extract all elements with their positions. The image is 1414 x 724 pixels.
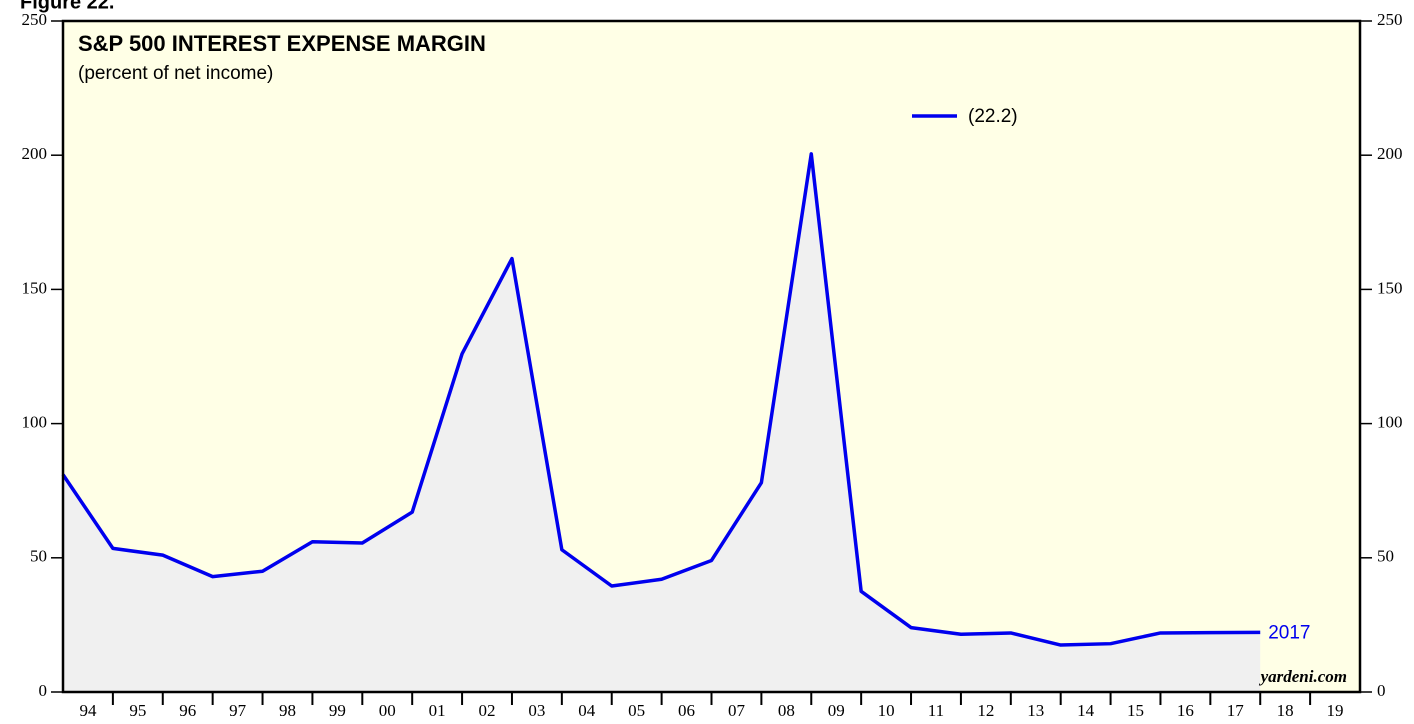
legend-label: (22.2): [968, 106, 1018, 127]
x-tick-label: 10: [878, 701, 895, 719]
y2-tick-label: 250: [1377, 10, 1403, 29]
x-tick-label: 95: [129, 701, 146, 719]
source: yardeni.com: [1259, 667, 1347, 686]
y-tick-label: 150: [22, 278, 48, 297]
y-tick-label: 0: [39, 681, 48, 700]
x-tick-label: 99: [329, 701, 346, 719]
layer: [61, 152, 1261, 692]
chart-title: S&P 500 INTEREST EXPENSE MARGIN: [78, 31, 486, 56]
figure-label: Figure 22.: [20, 0, 114, 13]
x-tick-label: 14: [1077, 701, 1095, 719]
y-tick-label: 200: [22, 144, 48, 163]
area: [63, 153, 1261, 692]
x-tick-label: 02: [479, 701, 496, 719]
x-tick-label: 07: [728, 701, 746, 719]
y-tick-label: 50: [30, 547, 47, 566]
y2-tick-label: 50: [1377, 547, 1394, 566]
x-tick-label: 16: [1177, 701, 1194, 719]
x-tick-label: 11: [928, 701, 944, 719]
x-tick-label: 96: [179, 701, 196, 719]
x-tick-label: 15: [1127, 701, 1144, 719]
x-tick-label: 97: [229, 701, 247, 719]
line: [61, 152, 1261, 647]
y2-tick-label: 200: [1377, 144, 1403, 163]
y-tick-label: 250: [22, 10, 48, 29]
y2-tick-label: 100: [1377, 413, 1403, 432]
x-tick-label: 13: [1027, 701, 1044, 719]
chart-subtitle: (percent of net income): [78, 63, 273, 84]
x-tick-label: 18: [1277, 701, 1294, 719]
x-tick-label: 04: [578, 701, 596, 719]
y-tick-label: 100: [22, 413, 48, 432]
x-tick-label: 01: [429, 701, 446, 719]
x-tick-label: 00: [379, 701, 396, 719]
x-tick-label: 17: [1227, 701, 1245, 719]
x-tick-label: 08: [778, 701, 795, 719]
x-tick-label: 03: [528, 701, 545, 719]
y2-tick-label: 150: [1377, 278, 1403, 297]
x-tick-label: 09: [828, 701, 845, 719]
x-tick-label: 06: [678, 701, 695, 719]
annotation: 2017: [1268, 622, 1310, 643]
y2-tick-label: 0: [1377, 681, 1386, 700]
x-tick-label: 94: [79, 701, 97, 719]
x-tick-label: 05: [628, 701, 645, 719]
x-tick-label: 19: [1327, 701, 1344, 719]
x-tick-label: 98: [279, 701, 296, 719]
x-tick-label: 12: [977, 701, 994, 719]
